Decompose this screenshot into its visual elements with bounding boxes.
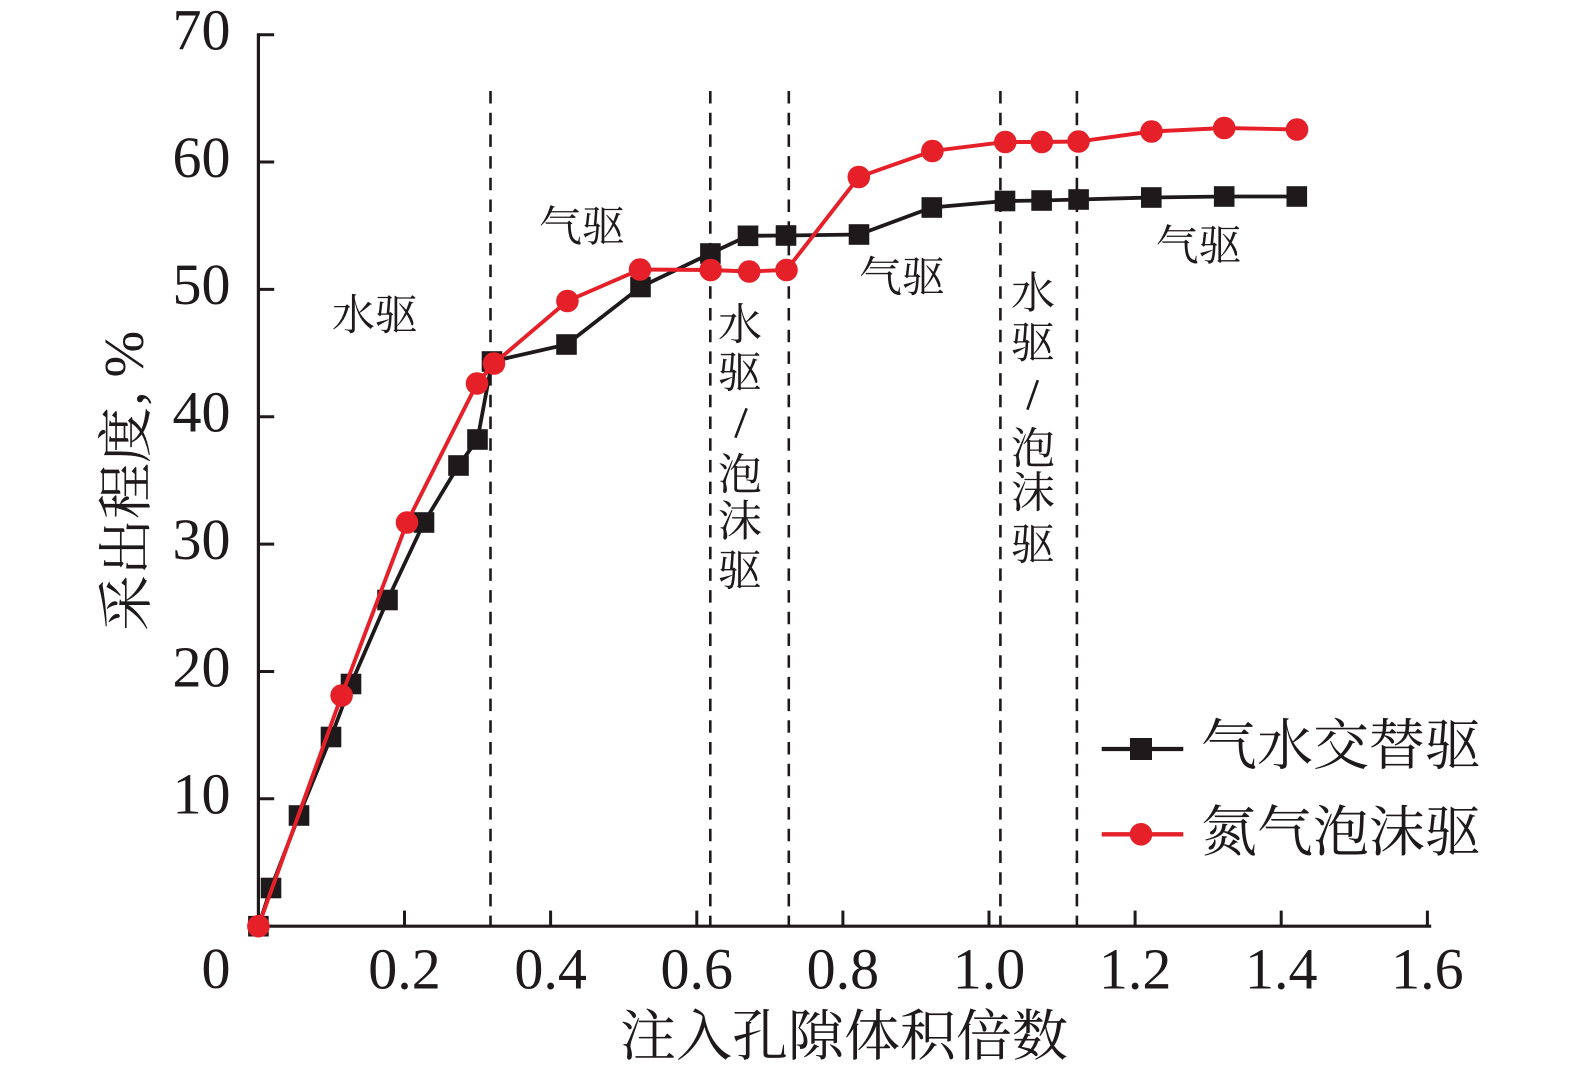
- svg-text:40: 40: [173, 380, 231, 445]
- svg-text:0.8: 0.8: [807, 937, 880, 1002]
- svg-text:10: 10: [173, 762, 231, 827]
- svg-text:0.6: 0.6: [661, 937, 734, 1002]
- svg-text:1.6: 1.6: [1391, 937, 1464, 1002]
- svg-text:0: 0: [202, 936, 231, 1001]
- svg-text:20: 20: [173, 634, 231, 699]
- svg-text:30: 30: [173, 507, 231, 572]
- svg-text:1.0: 1.0: [953, 937, 1026, 1002]
- svg-text:, %: , %: [94, 331, 156, 406]
- svg-text:70: 70: [173, 0, 231, 63]
- svg-text:1.2: 1.2: [1099, 937, 1172, 1002]
- svg-text:0.4: 0.4: [514, 937, 587, 1002]
- svg-text:0.2: 0.2: [368, 937, 441, 1002]
- svg-text:60: 60: [173, 125, 231, 190]
- svg-text:1.4: 1.4: [1245, 937, 1318, 1002]
- svg-text:50: 50: [173, 252, 231, 317]
